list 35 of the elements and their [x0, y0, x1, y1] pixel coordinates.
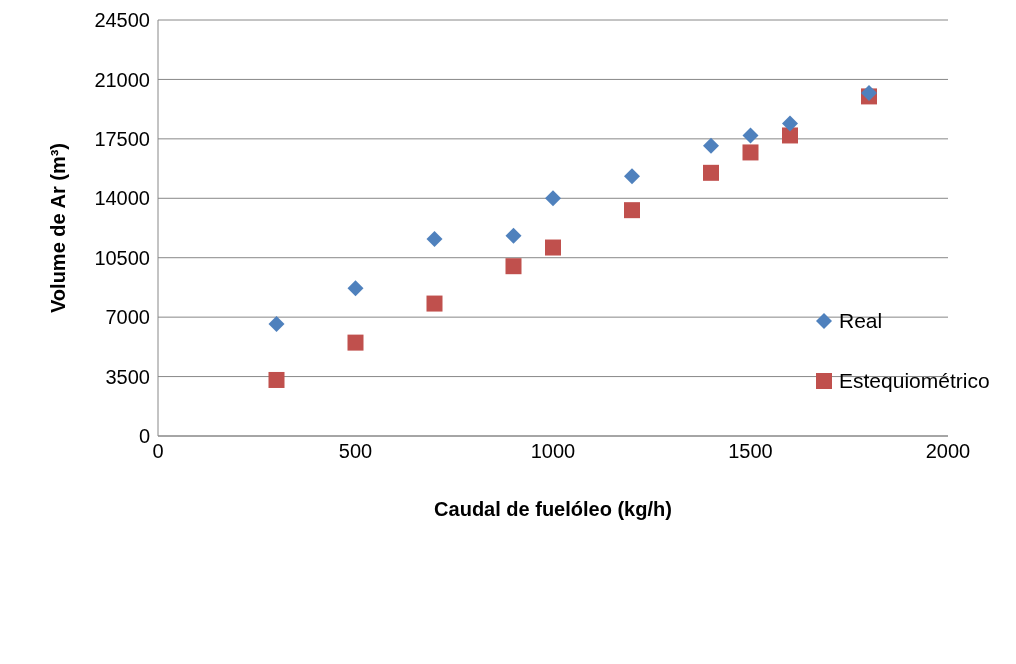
point [347, 280, 364, 297]
legend-label: Real [839, 309, 883, 333]
x-tick-label: 1500 [728, 440, 773, 463]
y-tick-label: 3500 [105, 365, 150, 388]
x-tick-label: 1000 [530, 440, 576, 463]
y-tick-label: 7000 [105, 306, 150, 329]
point [782, 115, 798, 132]
y-axis-title: Volume de Ar (m³) [47, 142, 70, 314]
point [505, 258, 522, 275]
point [742, 144, 759, 161]
point [742, 127, 759, 144]
point [782, 127, 798, 144]
point [703, 164, 719, 181]
y-tick-label: 24500 [94, 9, 150, 32]
point [703, 137, 719, 154]
y-tick-label: 21000 [94, 68, 150, 91]
point [268, 371, 285, 388]
y-tick-label: 0 [138, 425, 150, 448]
x-tick-label: 500 [338, 440, 373, 463]
x-axis-title: Caudal de fuelóleo (kg/h) [434, 498, 672, 520]
x-tick-label: 2000 [925, 440, 971, 463]
y-tick-label: 17500 [94, 127, 150, 150]
legend-label: Estequiométrico [839, 369, 990, 393]
y-tick-label: 14000 [94, 187, 150, 210]
point [545, 239, 561, 256]
point [545, 190, 561, 207]
y-tick-label: 10500 [94, 246, 150, 269]
x-tick-label: 0 [152, 440, 164, 463]
point [347, 334, 364, 351]
point [268, 315, 285, 332]
point [624, 202, 640, 219]
point [426, 231, 443, 248]
point [505, 227, 522, 244]
point [426, 295, 443, 312]
point [624, 168, 640, 185]
